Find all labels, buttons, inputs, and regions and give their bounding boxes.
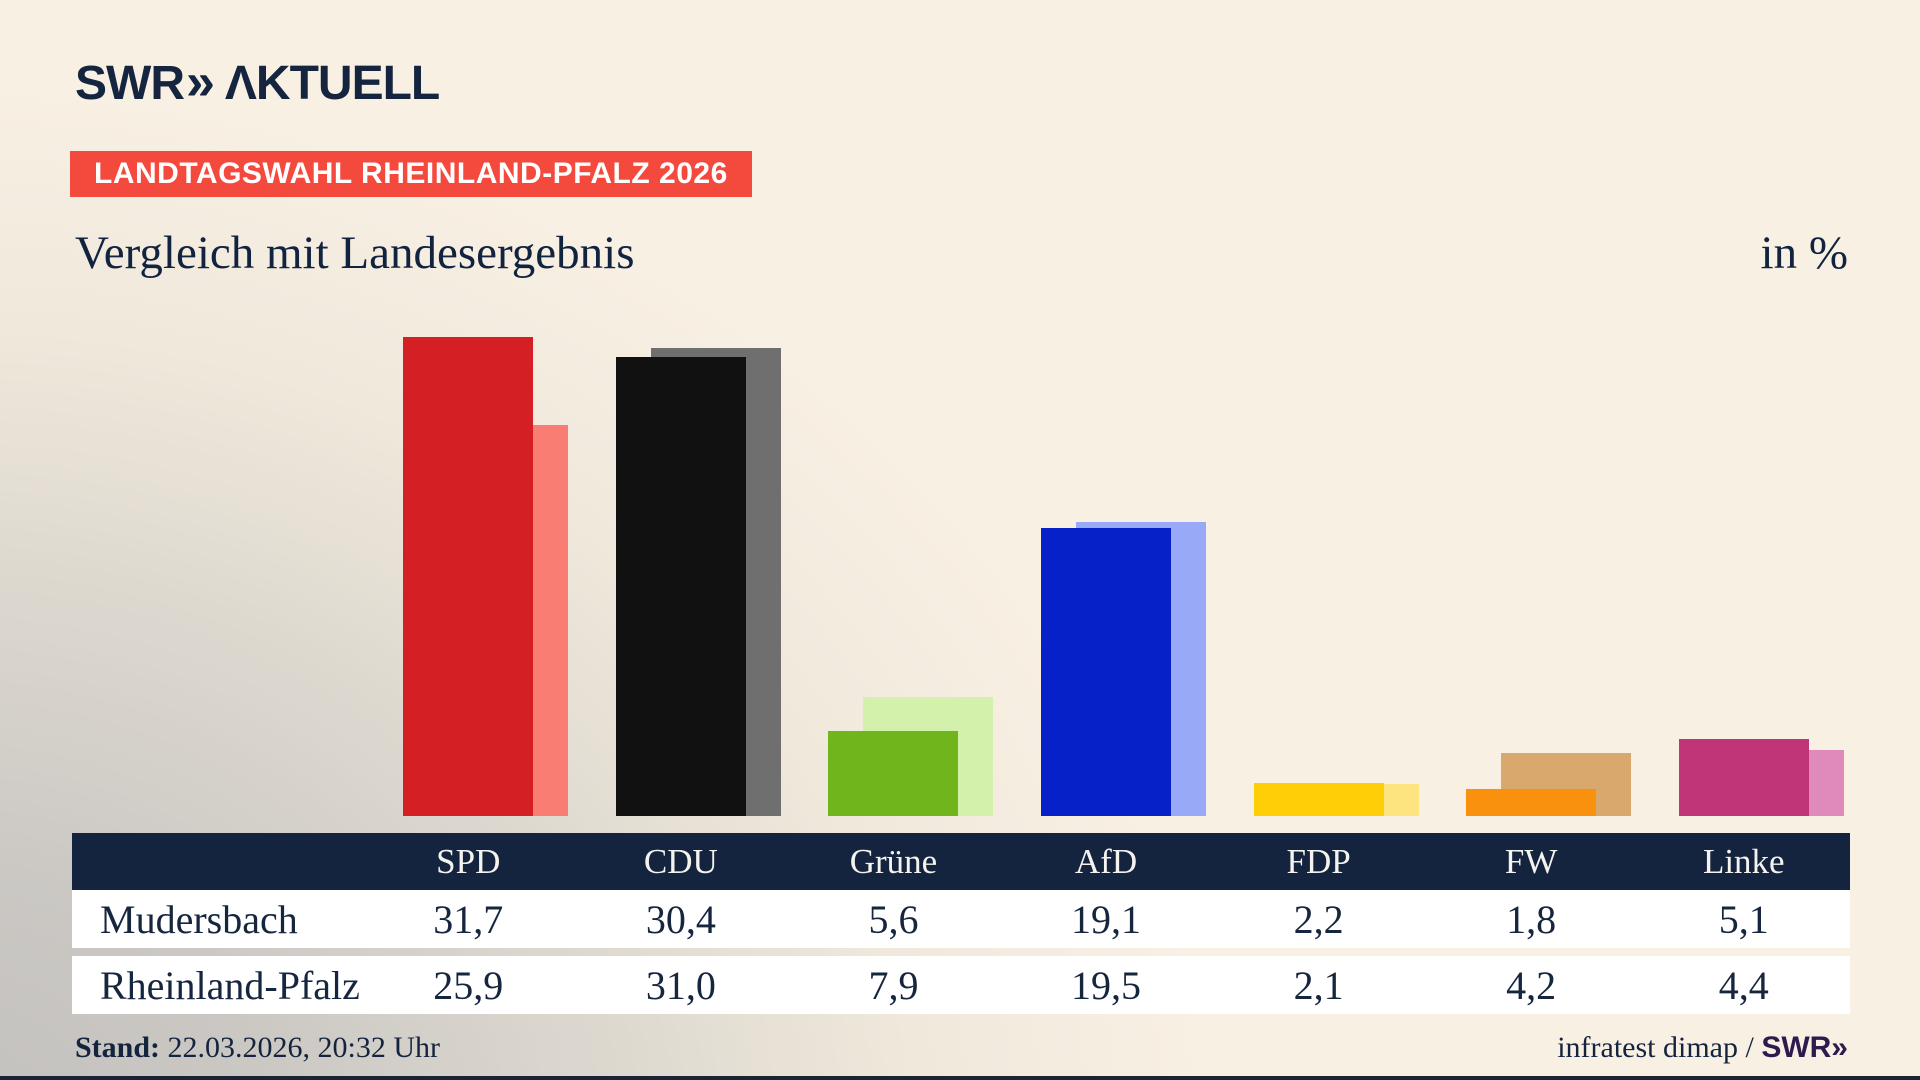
unit-label: in % [1760, 227, 1848, 279]
table-header-row: SPD CDU Grüne AfD FDP FW Linke [72, 833, 1850, 890]
value-rheinland-pfalz-afd: 19,5 [1071, 962, 1142, 1008]
value-rheinland-pfalz-spd: 25,9 [433, 962, 504, 1008]
value-mudersbach-cdu: 30,4 [645, 896, 716, 942]
value-rheinland-pfalz-fw: 4,2 [1506, 962, 1557, 1008]
column-header-gruene: Grüne [849, 841, 938, 881]
row-label-rheinland-pfalz: Rheinland-Pfalz [100, 962, 360, 1008]
bar-cdu-mudersbach [615, 356, 746, 816]
bottom-bar [0, 1076, 1920, 1080]
column-header-spd: SPD [436, 841, 501, 881]
source-text: infratest dimap / [1557, 1031, 1762, 1064]
row-label-mudersbach: Mudersbach [100, 896, 298, 942]
source-attribution: infratest dimap / SWR» [1557, 1031, 1848, 1065]
column-header-fw: FW [1504, 841, 1558, 881]
value-mudersbach-fdp: 2,2 [1293, 896, 1344, 942]
value-mudersbach-fw: 1,8 [1506, 896, 1557, 942]
swr-logo-text: SWR [75, 57, 185, 110]
table-row: Rheinland-Pfalz 25,9 31,0 7,9 19,5 2,1 4,2 4,4 [72, 956, 1850, 1014]
stand-timestamp: Stand: 22.03.2026, 20:32 Uhr [75, 1031, 440, 1065]
column-header-cdu: CDU [643, 841, 718, 881]
stand-label: Stand: [75, 1031, 161, 1064]
value-rheinland-pfalz-gruene: 7,9 [868, 962, 919, 1008]
table-row: Mudersbach 31,7 30,4 5,6 19,1 2,2 1,8 5,1 [72, 890, 1850, 948]
bar-spd-mudersbach [403, 337, 534, 816]
value-mudersbach-afd: 19,1 [1071, 896, 1142, 942]
column-header-linke: Linke [1702, 841, 1785, 881]
aktuell-logo-text: ΛKTUELL [224, 57, 440, 110]
chart-title: Vergleich mit Landesergebnis [75, 227, 635, 279]
value-rheinland-pfalz-linke: 4,4 [1718, 962, 1769, 1008]
bar-fw-mudersbach [1466, 788, 1597, 816]
value-mudersbach-spd: 31,7 [433, 896, 504, 942]
bar-linke-mudersbach [1678, 739, 1809, 816]
value-rheinland-pfalz-cdu: 31,0 [645, 962, 716, 1008]
value-mudersbach-gruene: 5,6 [868, 896, 919, 942]
bar-fdp-mudersbach [1253, 782, 1384, 816]
source-brand: SWR» [1761, 1031, 1848, 1064]
column-header-afd: AfD [1074, 841, 1138, 881]
value-mudersbach-linke: 5,1 [1718, 896, 1769, 942]
column-header-fdp: FDP [1286, 841, 1351, 881]
bar-gruene-mudersbach [828, 731, 959, 816]
election-badge: LANDTAGSWAHL RHEINLAND-PFALZ 2026 [70, 151, 752, 197]
bar-afd-mudersbach [1041, 527, 1171, 816]
value-rheinland-pfalz-fdp: 2,1 [1293, 962, 1344, 1008]
swr-aktuell-logo: SWR » ΛKTUELL [75, 56, 440, 110]
stand-value: 22.03.2026, 20:32 Uhr [167, 1031, 441, 1064]
